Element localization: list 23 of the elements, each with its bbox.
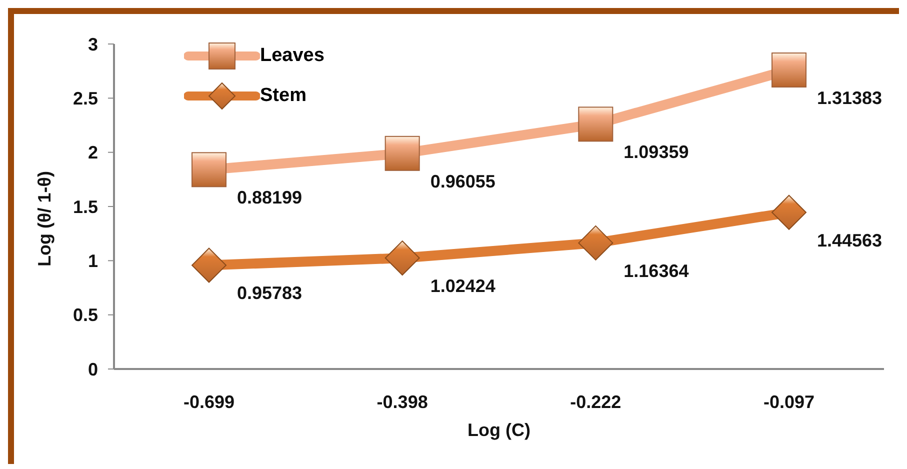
legend-label: Stem	[260, 85, 306, 107]
y-axis-title: Log (θ/ 1-θ)	[34, 171, 54, 266]
y-tick-label: 1.5	[72, 196, 98, 217]
x-tick-label: -0.398	[376, 392, 428, 412]
annotation: 0.88199	[237, 188, 302, 208]
y-tick-label: 0.5	[72, 305, 98, 326]
y-tick-label: 0	[88, 359, 98, 380]
y-tick-label: 3	[88, 34, 98, 54]
y-tick-label: 2	[88, 142, 98, 163]
legend-label: Leaves	[260, 45, 324, 67]
x-tick-label: -0.222	[570, 392, 622, 412]
x-tick-label: -0.097	[763, 392, 815, 412]
x-tick-label: -0.699	[183, 392, 235, 412]
data-label: 1.16364	[624, 260, 689, 281]
annotation: 1.09359	[624, 142, 689, 162]
data-label: 1.44563	[817, 230, 882, 250]
annotation: 1.31383	[817, 88, 882, 108]
annotation: 0.96055	[430, 171, 496, 192]
x-axis-title: Log (C)	[468, 420, 530, 440]
data-label: 0.95783	[237, 283, 302, 304]
y-tick-label: 2.5	[72, 88, 98, 109]
data-label: 1.02424	[430, 276, 496, 296]
y-tick-label: 1	[88, 251, 98, 272]
